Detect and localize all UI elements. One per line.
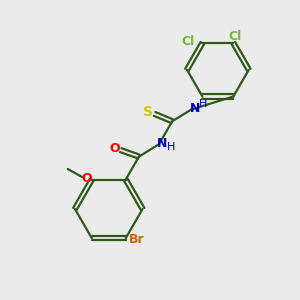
Text: Br: Br [129,233,145,246]
Text: N: N [157,136,168,150]
Text: H: H [167,142,176,152]
Text: Cl: Cl [181,35,194,48]
Text: N: N [190,101,200,115]
Text: H: H [199,99,207,109]
Text: Cl: Cl [228,30,242,43]
Text: O: O [109,142,119,155]
Text: O: O [81,172,92,184]
Text: S: S [143,104,153,118]
